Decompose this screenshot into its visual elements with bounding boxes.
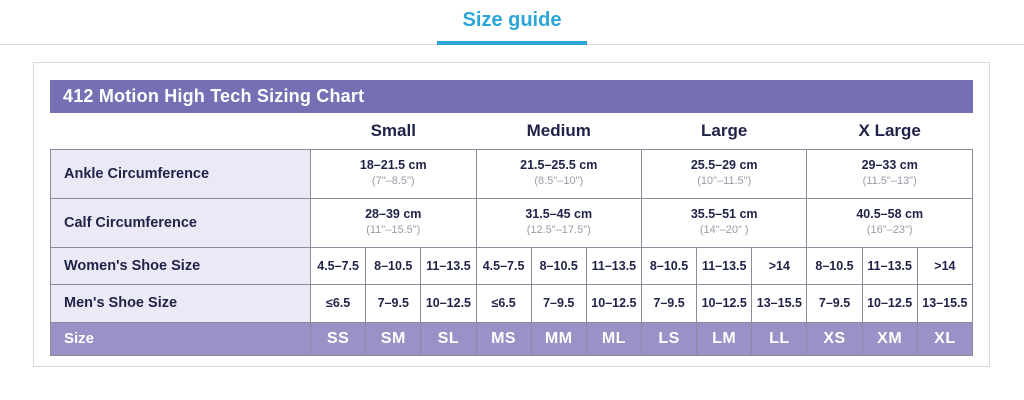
- calf-range-cell: 35.5–51 cm (14"–20" ): [640, 197, 808, 248]
- size-code-cell: LL: [751, 321, 808, 356]
- size-code-cell: XL: [916, 321, 974, 356]
- womens-size-cell: 4.5–7.5: [310, 246, 367, 285]
- mens-size-cell: 7–9.5: [806, 283, 863, 323]
- womens-size-cell: 11–13.5: [585, 246, 642, 285]
- range-inches: (10"–11.5"): [697, 174, 752, 187]
- corner-cell: [50, 113, 311, 149]
- womens-size-cell: >14: [751, 246, 808, 285]
- mens-size-cell: ≤6.5: [310, 283, 367, 323]
- ankle-range-cell: 25.5–29 cm (10"–11.5"): [640, 148, 808, 199]
- womens-size-cell: 11–13.5: [696, 246, 753, 285]
- womens-size-cell: 8–10.5: [530, 246, 587, 285]
- range-cm: 21.5–25.5 cm: [520, 158, 598, 173]
- tab-bar: Size guide: [0, 0, 1024, 45]
- row-label-ankle: Ankle Circumference: [49, 148, 312, 199]
- size-code-cell: SL: [420, 321, 477, 356]
- womens-size-cell: 8–10.5: [365, 246, 422, 285]
- size-code-cell: LM: [696, 321, 753, 356]
- table-row-womens: Women's Shoe Size 4.5–7.5 8–10.5 11–13.5…: [49, 246, 974, 285]
- womens-size-cell: 8–10.5: [806, 246, 863, 285]
- ankle-range-cell: 21.5–25.5 cm (8.5"–10"): [475, 148, 642, 199]
- womens-size-cell: 11–13.5: [861, 246, 918, 285]
- range-inches: (8.5"–10"): [534, 174, 584, 187]
- size-guide-card: 412 Motion High Tech Sizing Chart Small …: [33, 62, 990, 367]
- row-label-mens: Men's Shoe Size: [49, 283, 312, 323]
- chart-title: 412 Motion High Tech Sizing Chart: [63, 86, 365, 106]
- mens-size-cell: 7–9.5: [530, 283, 587, 323]
- range-inches: (7"–8.5"): [371, 174, 415, 187]
- range-cm: 28–39 cm: [365, 207, 422, 222]
- range-cm: 35.5–51 cm: [690, 207, 758, 222]
- size-code-cell: SS: [310, 321, 367, 356]
- size-code-cell: LS: [640, 321, 698, 356]
- calf-range-cell: 40.5–58 cm (16"–23"): [806, 197, 973, 248]
- size-code-cell: XM: [861, 321, 918, 356]
- range-cm: 18–21.5 cm: [359, 158, 427, 173]
- range-cm: 31.5–45 cm: [525, 207, 593, 222]
- mens-size-cell: 10–12.5: [696, 283, 753, 323]
- row-label-size: Size: [49, 321, 312, 356]
- column-header-medium: Medium: [476, 113, 642, 149]
- calf-range-cell: 28–39 cm (11"–15.5"): [310, 197, 477, 248]
- row-label-womens: Women's Shoe Size: [49, 246, 312, 285]
- size-code-cell: MS: [475, 321, 532, 356]
- mens-size-cell: 10–12.5: [585, 283, 642, 323]
- table-row-calf: Calf Circumference 28–39 cm (11"–15.5") …: [49, 197, 973, 248]
- mens-size-cell: 10–12.5: [861, 283, 918, 323]
- column-header-xlarge: X Large: [806, 113, 973, 149]
- mens-size-cell: 7–9.5: [365, 283, 422, 323]
- table-row-ankle: Ankle Circumference 18–21.5 cm (7"–8.5")…: [49, 148, 973, 199]
- range-inches: (14"–20" ): [699, 223, 749, 236]
- ankle-range-cell: 29–33 cm (11.5"–13"): [806, 148, 973, 199]
- size-code-cell: XS: [806, 321, 863, 356]
- range-inches: (12.5"–17.5"): [526, 223, 591, 236]
- mens-size-cell: 13–15.5: [916, 283, 974, 323]
- range-inches: (11"–15.5"): [366, 223, 421, 236]
- womens-size-cell: 11–13.5: [420, 246, 477, 285]
- calf-range-cell: 31.5–45 cm (12.5"–17.5"): [475, 197, 642, 248]
- womens-size-cell: >14: [916, 246, 974, 285]
- range-cm: 25.5–29 cm: [690, 158, 758, 173]
- tab-size-guide[interactable]: Size guide: [436, 0, 588, 45]
- size-code-cell: SM: [365, 321, 422, 356]
- range-cm: 29–33 cm: [861, 158, 918, 173]
- womens-size-cell: 8–10.5: [640, 246, 698, 285]
- mens-size-cell: 7–9.5: [640, 283, 698, 323]
- womens-size-cell: 4.5–7.5: [475, 246, 532, 285]
- column-header-small: Small: [310, 113, 476, 149]
- row-label-calf: Calf Circumference: [49, 197, 312, 248]
- range-inches: (16"–23"): [866, 223, 913, 236]
- mens-size-cell: ≤6.5: [475, 283, 532, 323]
- range-cm: 40.5–58 cm: [856, 207, 924, 222]
- size-code-cell: ML: [585, 321, 642, 356]
- chart-title-bar: 412 Motion High Tech Sizing Chart: [50, 80, 973, 113]
- table-row-mens: Men's Shoe Size ≤6.5 7–9.5 10–12.5 ≤6.5 …: [49, 283, 974, 323]
- column-header-large: Large: [641, 113, 807, 149]
- range-inches: (11.5"–13"): [862, 174, 917, 187]
- size-code-cell: MM: [530, 321, 587, 356]
- mens-size-cell: 10–12.5: [420, 283, 477, 323]
- table-row-size: Size SS SM SL MS MM ML LS LM LL XS XM XL: [49, 321, 974, 356]
- mens-size-cell: 13–15.5: [751, 283, 808, 323]
- sizing-table: Small Medium Large X Large Ankle Circumf…: [49, 113, 974, 356]
- column-header-row: Small Medium Large X Large: [50, 113, 973, 149]
- ankle-range-cell: 18–21.5 cm (7"–8.5"): [310, 148, 477, 199]
